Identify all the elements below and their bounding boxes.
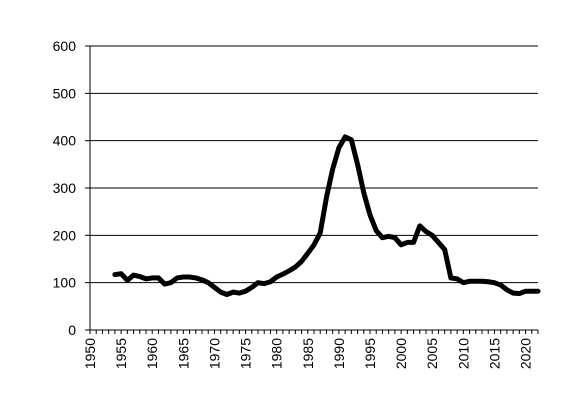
y-tick-label: 100 xyxy=(53,275,77,291)
y-tick-label: 600 xyxy=(53,38,77,54)
x-tick-label: 1955 xyxy=(113,338,129,369)
y-tick-label: 500 xyxy=(53,85,77,101)
series-line xyxy=(112,134,541,297)
x-tick-label: 1995 xyxy=(362,338,378,369)
x-axis: 1950 1955 1960 1965 1970 1975 1980 1985 1990 1995… xyxy=(82,329,539,369)
x-tick-label: 2010 xyxy=(455,338,471,369)
x-tick-label: 1975 xyxy=(238,338,254,369)
x-tick-label: 1970 xyxy=(206,338,222,369)
series-group xyxy=(112,134,541,297)
x-tick-label: 2000 xyxy=(393,338,409,369)
x-tick-label: 1965 xyxy=(175,338,191,369)
x-tick-label: 2005 xyxy=(424,338,440,369)
y-tick-label: 300 xyxy=(53,180,77,196)
y-tick-label: 400 xyxy=(53,133,77,149)
x-tick-label: 1985 xyxy=(300,338,316,369)
x-tick-label: 2015 xyxy=(486,338,502,369)
x-tick-label: 1960 xyxy=(144,338,160,369)
y-axis: 0 100 200 300 400 500 600 xyxy=(53,38,91,338)
x-tick-label: 2020 xyxy=(518,338,534,369)
x-tick-label: 1980 xyxy=(269,338,285,369)
x-tick-label: 1990 xyxy=(331,338,347,369)
y-tick-label: 0 xyxy=(68,322,76,338)
y-tick-label: 200 xyxy=(53,227,77,243)
x-tick-label: 1950 xyxy=(82,338,98,369)
